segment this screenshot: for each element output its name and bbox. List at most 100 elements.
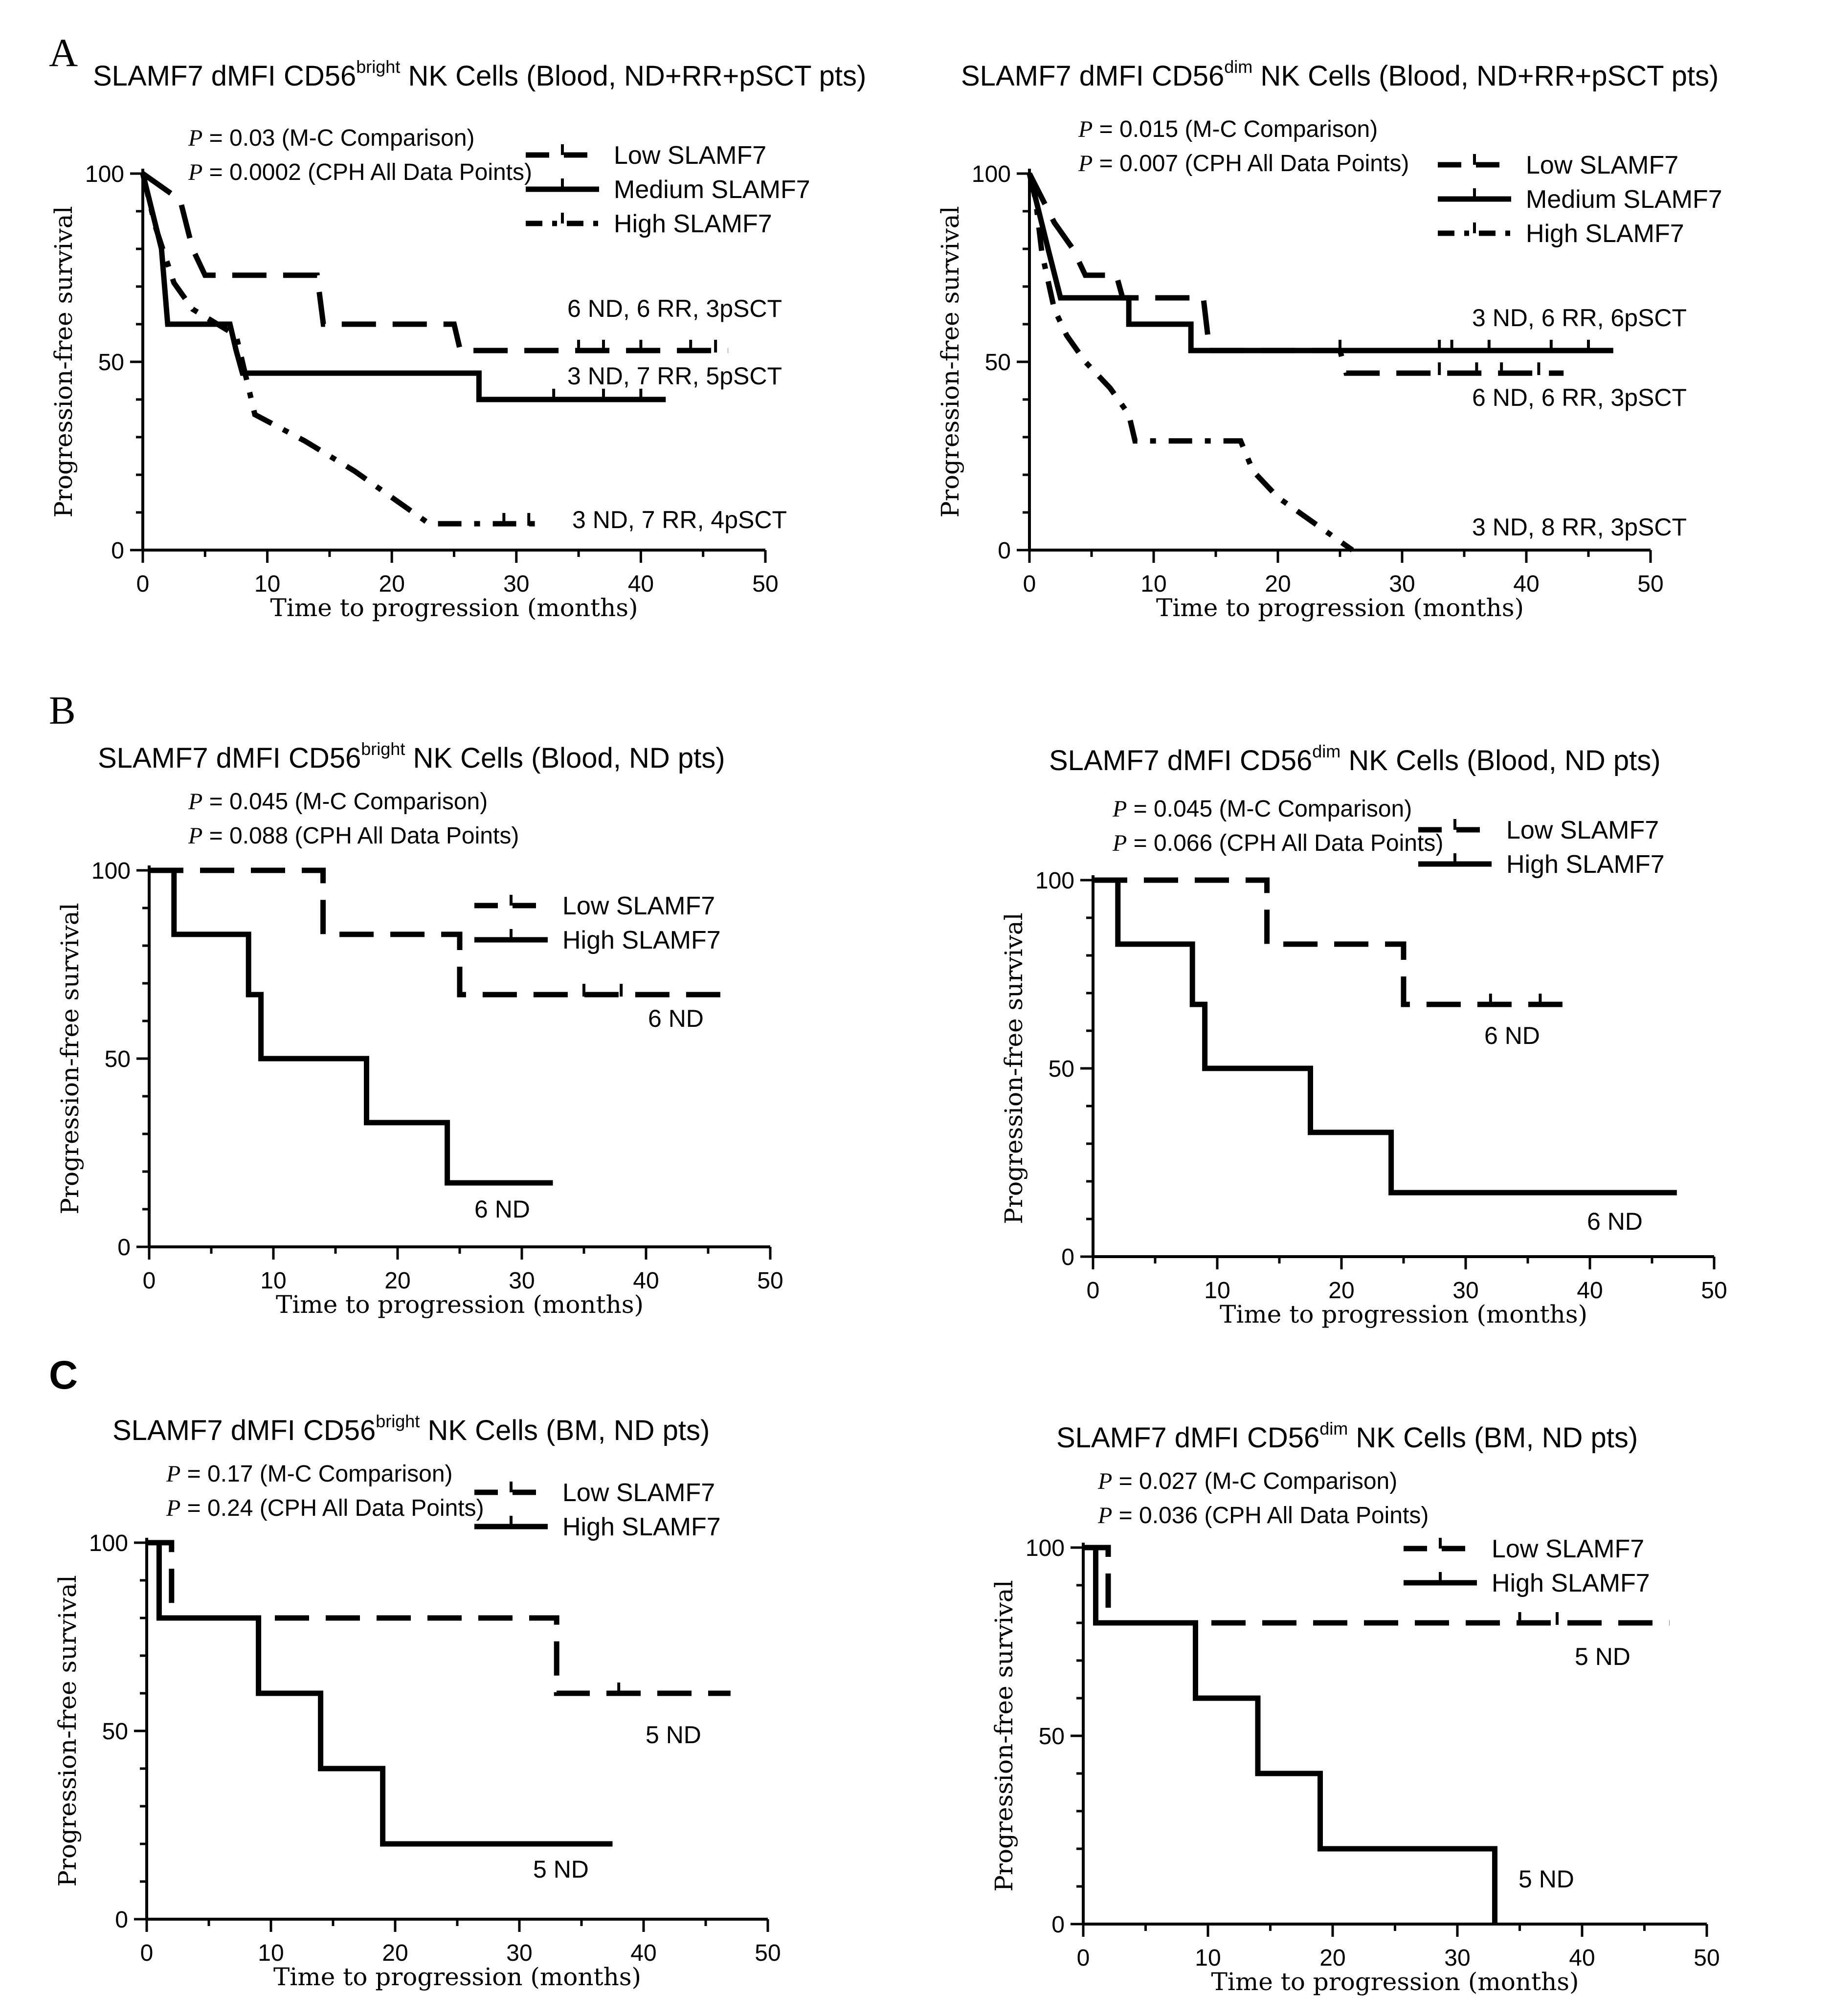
x-tick-label: 20	[384, 1268, 410, 1294]
chart-2: SLAMF7 dMFI CD56dim NK Cells (Blood, ND+…	[936, 57, 1722, 622]
chart-6: SLAMF7 dMFI CD56dim NK Cells (BM, ND pts…	[990, 1418, 1720, 1996]
x-tick-label: 10	[258, 1940, 284, 1966]
x-tick-label: 40	[1577, 1278, 1603, 1304]
x-tick-label: 0	[1077, 1945, 1090, 1971]
x-tick-label: 30	[1444, 1945, 1470, 1971]
group-annotation: 5 ND	[1575, 1643, 1630, 1670]
y-tick-label: 100	[972, 161, 1011, 187]
chart-title: SLAMF7 dMFI CD56bright NK Cells (Blood, …	[93, 57, 866, 92]
legend-label: Low SLAMF7	[562, 1479, 715, 1507]
group-annotation: 3 ND, 6 RR, 6pSCT	[1472, 304, 1687, 332]
x-axis-label: Time to progression (months)	[1220, 1300, 1587, 1329]
y-tick-label: 100	[1035, 868, 1074, 894]
y-tick-label: 50	[105, 1046, 131, 1072]
group-annotation: 3 ND, 7 RR, 5pSCT	[567, 362, 782, 390]
y-tick-label: 100	[85, 161, 124, 187]
legend-label: High SLAMF7	[614, 210, 772, 238]
p-value-text: P = 0.015 (M-C Comparison)	[1078, 116, 1378, 142]
panel-letter-b: B	[49, 688, 76, 732]
y-axis-label: Progression-free survival	[49, 206, 78, 517]
y-tick-label: 50	[1039, 1724, 1065, 1750]
group-annotation: 6 ND	[648, 1005, 704, 1032]
panel-letter-a: A	[49, 30, 78, 75]
x-tick-label: 50	[755, 1940, 781, 1966]
x-tick-label: 30	[503, 571, 529, 597]
series-line-high-slamf7	[149, 867, 553, 1186]
group-annotation: 6 ND, 6 RR, 3pSCT	[1472, 384, 1687, 411]
y-tick-label: 100	[1026, 1535, 1065, 1561]
series-line-high-slamf7	[140, 173, 541, 527]
legend-label: Low SLAMF7	[1506, 816, 1659, 844]
group-annotation: 5 ND	[533, 1856, 589, 1883]
p-value-text: P = 0.036 (CPH All Data Points)	[1097, 1503, 1429, 1529]
legend-label: Low SLAMF7	[614, 141, 766, 170]
x-tick-label: 0	[140, 1940, 154, 1966]
y-tick-label: 50	[1049, 1056, 1074, 1082]
p-value-text: P = 0.17 (M-C Comparison)	[166, 1461, 453, 1487]
y-tick-label: 50	[985, 350, 1011, 376]
p-value-text: P = 0.027 (M-C Comparison)	[1097, 1468, 1397, 1494]
chart-title: SLAMF7 dMFI CD56bright NK Cells (BM, ND …	[112, 1411, 710, 1446]
panel-letter-c: C	[49, 1353, 78, 1397]
legend-label: Medium SLAMF7	[614, 176, 810, 204]
group-annotation: 6 ND, 6 RR, 3pSCT	[567, 295, 782, 322]
y-tick-label: 50	[98, 350, 124, 376]
y-tick-label: 0	[117, 1235, 131, 1261]
chart-title: SLAMF7 dMFI CD56dim NK Cells (Blood, ND+…	[961, 57, 1719, 92]
y-axis-label: Progression-free survival	[53, 1575, 82, 1886]
x-tick-label: 10	[260, 1268, 286, 1294]
y-tick-label: 100	[89, 1530, 128, 1556]
p-value-text: P = 0.03 (M-C Comparison)	[188, 125, 475, 151]
p-value-text: P = 0.24 (CPH All Data Points)	[166, 1495, 484, 1521]
group-annotation: 3 ND, 8 RR, 3pSCT	[1472, 513, 1687, 541]
x-tick-label: 20	[379, 571, 405, 597]
series-line-low-slamf7	[147, 1540, 731, 1696]
x-tick-label: 50	[1694, 1945, 1719, 1971]
series-line-high-slamf7	[1027, 173, 1354, 553]
chart-title: SLAMF7 dMFI CD56dim NK Cells (Blood, ND …	[1049, 741, 1661, 776]
x-tick-label: 50	[752, 571, 778, 597]
x-tick-label: 20	[382, 1940, 408, 1966]
legend-label: Low SLAMF7	[1526, 151, 1678, 179]
y-tick-label: 0	[998, 538, 1011, 564]
x-axis-label: Time to progression (months)	[1211, 1968, 1579, 1996]
legend-label: High SLAMF7	[1526, 220, 1684, 248]
y-tick-label: 100	[91, 858, 131, 884]
x-tick-label: 40	[1569, 1945, 1595, 1971]
p-value-text: P = 0.045 (M-C Comparison)	[188, 789, 488, 815]
x-tick-label: 40	[630, 1940, 656, 1966]
legend-label: High SLAMF7	[562, 926, 721, 954]
legend-label: Low SLAMF7	[1492, 1535, 1644, 1563]
group-annotation: 3 ND, 7 RR, 4pSCT	[572, 506, 787, 533]
group-annotation: 6 ND	[1484, 1022, 1540, 1049]
y-axis-label: Progression-free survival	[1000, 912, 1028, 1224]
x-tick-label: 10	[1195, 1945, 1221, 1971]
p-value-text: P = 0.007 (CPH All Data Points)	[1078, 151, 1409, 177]
y-tick-label: 0	[115, 1907, 128, 1933]
chart-4: SLAMF7 dMFI CD56dim NK Cells (Blood, ND …	[1000, 741, 1727, 1329]
x-tick-label: 30	[506, 1940, 532, 1966]
x-tick-label: 0	[1023, 571, 1036, 597]
x-tick-label: 50	[1701, 1278, 1727, 1304]
legend-label: Low SLAMF7	[562, 892, 715, 920]
series-line-low-slamf7	[1093, 877, 1565, 1007]
chart-1: SLAMF7 dMFI CD56bright NK Cells (Blood, …	[49, 57, 866, 622]
x-tick-label: 40	[1513, 571, 1539, 597]
chart-title: SLAMF7 dMFI CD56bright NK Cells (Blood, …	[98, 739, 725, 774]
series-line-high-slamf7	[1093, 877, 1677, 1196]
legend-label: High SLAMF7	[562, 1513, 721, 1541]
y-tick-label: 0	[111, 538, 124, 564]
y-axis-label: Progression-free survival	[990, 1580, 1018, 1891]
x-tick-label: 10	[254, 571, 280, 597]
x-tick-label: 20	[1328, 1278, 1354, 1304]
x-axis-label: Time to progression (months)	[273, 1963, 641, 1991]
x-tick-label: 0	[143, 1268, 156, 1294]
x-tick-label: 30	[509, 1268, 535, 1294]
y-axis-label: Progression-free survival	[936, 206, 964, 517]
legend-label: High SLAMF7	[1506, 850, 1665, 879]
chart-5: SLAMF7 dMFI CD56bright NK Cells (BM, ND …	[53, 1411, 781, 1991]
y-tick-label: 50	[102, 1719, 128, 1745]
group-annotation: 6 ND	[1587, 1208, 1643, 1235]
x-tick-label: 20	[1319, 1945, 1345, 1971]
